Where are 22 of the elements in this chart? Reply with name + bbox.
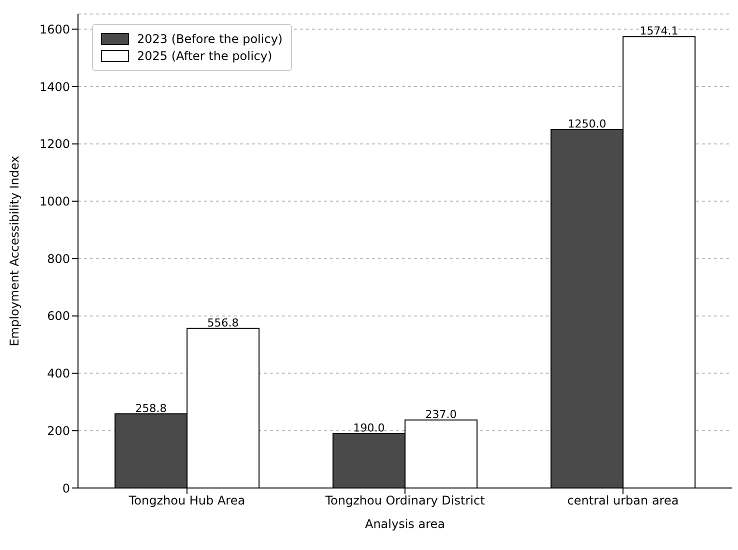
y-tick-label: 1600 bbox=[39, 22, 70, 36]
y-tick-label: 600 bbox=[47, 309, 70, 324]
data-label: 237.0 bbox=[425, 408, 457, 422]
y-tick-label: 800 bbox=[47, 252, 70, 266]
y-axis-title: Employment Accessibility Index bbox=[7, 156, 22, 346]
data-label: 258.8 bbox=[135, 402, 167, 415]
data-label: 1574.1 bbox=[640, 24, 678, 38]
legend-label: 2023 (Before the policy) bbox=[137, 32, 283, 46]
y-tick-label: 1200 bbox=[39, 137, 70, 152]
y-tick-label: 200 bbox=[47, 424, 70, 438]
y-tick-label: 1000 bbox=[39, 194, 70, 209]
data-label: 1250.0 bbox=[568, 118, 606, 131]
data-label: 190.0 bbox=[353, 422, 385, 435]
x-axis-title: Analysis area bbox=[364, 517, 446, 531]
x-tick-label: Tongzhou Hub Area bbox=[128, 494, 246, 508]
x-tick-label: central urban area bbox=[567, 494, 679, 508]
legend-label: 2025 (After the policy) bbox=[137, 49, 272, 63]
data-label: 556.8 bbox=[207, 316, 239, 330]
y-tick-label: 1400 bbox=[39, 80, 70, 94]
y-tick-label: 0 bbox=[62, 481, 70, 496]
y-tick-label: 400 bbox=[47, 366, 70, 381]
x-tick-label: Tongzhou Ordinary District bbox=[324, 494, 486, 508]
